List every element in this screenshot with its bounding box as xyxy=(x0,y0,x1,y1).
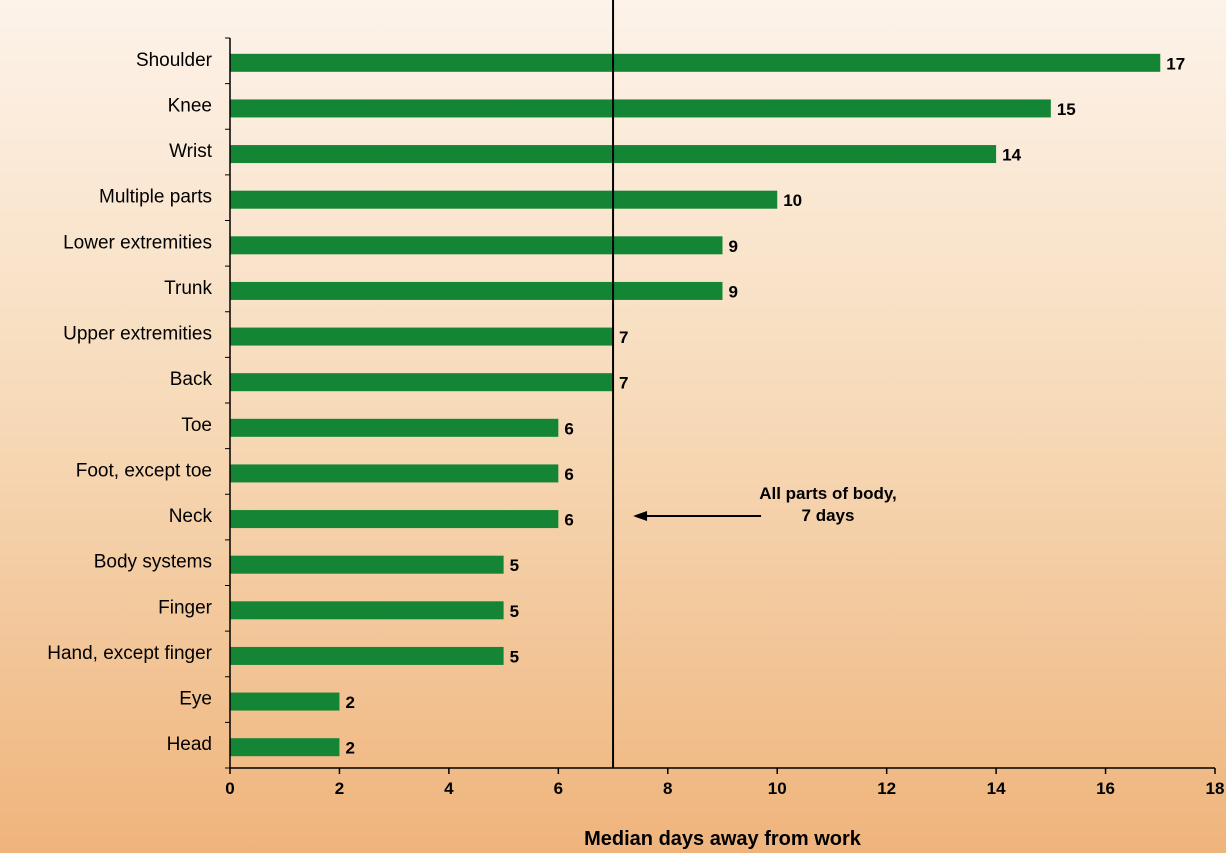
annotation-arrow-head xyxy=(633,511,648,521)
category-label: Eye xyxy=(179,689,212,710)
annotation-line-1: All parts of body, xyxy=(759,484,897,503)
value-label: 7 xyxy=(619,328,628,347)
bar xyxy=(230,281,723,300)
category-label: Toe xyxy=(181,415,212,436)
value-label: 2 xyxy=(345,693,354,712)
bar xyxy=(230,464,559,483)
x-tick-label: 14 xyxy=(987,779,1006,798)
bar xyxy=(230,236,723,255)
category-label: Trunk xyxy=(164,278,212,299)
bars-group xyxy=(230,53,1161,757)
value-label: 7 xyxy=(619,374,628,393)
category-label: Neck xyxy=(169,506,213,527)
x-tick-label: 8 xyxy=(663,779,672,798)
bar xyxy=(230,53,1161,72)
x-tick-label: 16 xyxy=(1096,779,1115,798)
x-axis-title: Median days away from work xyxy=(584,828,862,850)
category-label: Body systems xyxy=(94,552,212,573)
value-label: 5 xyxy=(510,647,519,666)
x-tick-label: 2 xyxy=(335,779,344,798)
bar xyxy=(230,692,340,711)
x-tick-label: 0 xyxy=(225,779,234,798)
bar xyxy=(230,738,340,757)
value-label: 5 xyxy=(510,602,519,621)
value-label: 2 xyxy=(345,739,354,758)
bar xyxy=(230,555,504,574)
value-label: 10 xyxy=(783,191,802,210)
category-label: Wrist xyxy=(169,141,213,162)
x-tick-label: 18 xyxy=(1206,779,1225,798)
value-label: 9 xyxy=(729,237,738,256)
x-tick-label: 4 xyxy=(444,779,454,798)
x-axis-ticks: 0 2 4 6 8 10 12 14 16 18 xyxy=(225,768,1224,798)
value-label: 6 xyxy=(564,465,573,484)
value-label: 9 xyxy=(729,282,738,301)
category-label: Lower extremities xyxy=(63,232,212,253)
x-tick-label: 10 xyxy=(768,779,787,798)
annotation-line-2: 7 days xyxy=(802,506,855,525)
bar xyxy=(230,601,504,620)
value-label: 15 xyxy=(1057,100,1076,119)
bar xyxy=(230,646,504,665)
axes xyxy=(225,37,1215,769)
category-label: Finger xyxy=(158,597,213,618)
category-label: Hand, except finger xyxy=(47,643,212,664)
bar xyxy=(230,418,559,437)
value-label: 6 xyxy=(564,419,573,438)
value-label: 14 xyxy=(1002,146,1021,165)
value-label: 6 xyxy=(564,511,573,530)
category-label: Head xyxy=(167,734,212,755)
value-label: 5 xyxy=(510,556,519,575)
category-label: Multiple parts xyxy=(99,187,212,208)
category-label: Knee xyxy=(168,95,212,116)
bar xyxy=(230,510,559,529)
category-label: Upper extremities xyxy=(63,324,212,345)
category-label: Foot, except toe xyxy=(76,460,212,481)
annotation: All parts of body, 7 days xyxy=(633,484,897,525)
bar xyxy=(230,190,778,209)
x-tick-label: 12 xyxy=(877,779,896,798)
category-label: Shoulder xyxy=(136,50,213,71)
x-tick-label: 6 xyxy=(554,779,563,798)
category-labels: Shoulder Knee Wrist Multiple parts Lower ext… xyxy=(47,50,212,755)
bar xyxy=(230,327,614,346)
value-labels: 17 15 14 10 9 9 7 7 6 6 6 5 5 5 2 2 xyxy=(345,54,1185,757)
bar xyxy=(230,99,1051,118)
category-label: Back xyxy=(170,369,213,390)
bar xyxy=(230,373,614,392)
value-label: 17 xyxy=(1166,54,1185,73)
